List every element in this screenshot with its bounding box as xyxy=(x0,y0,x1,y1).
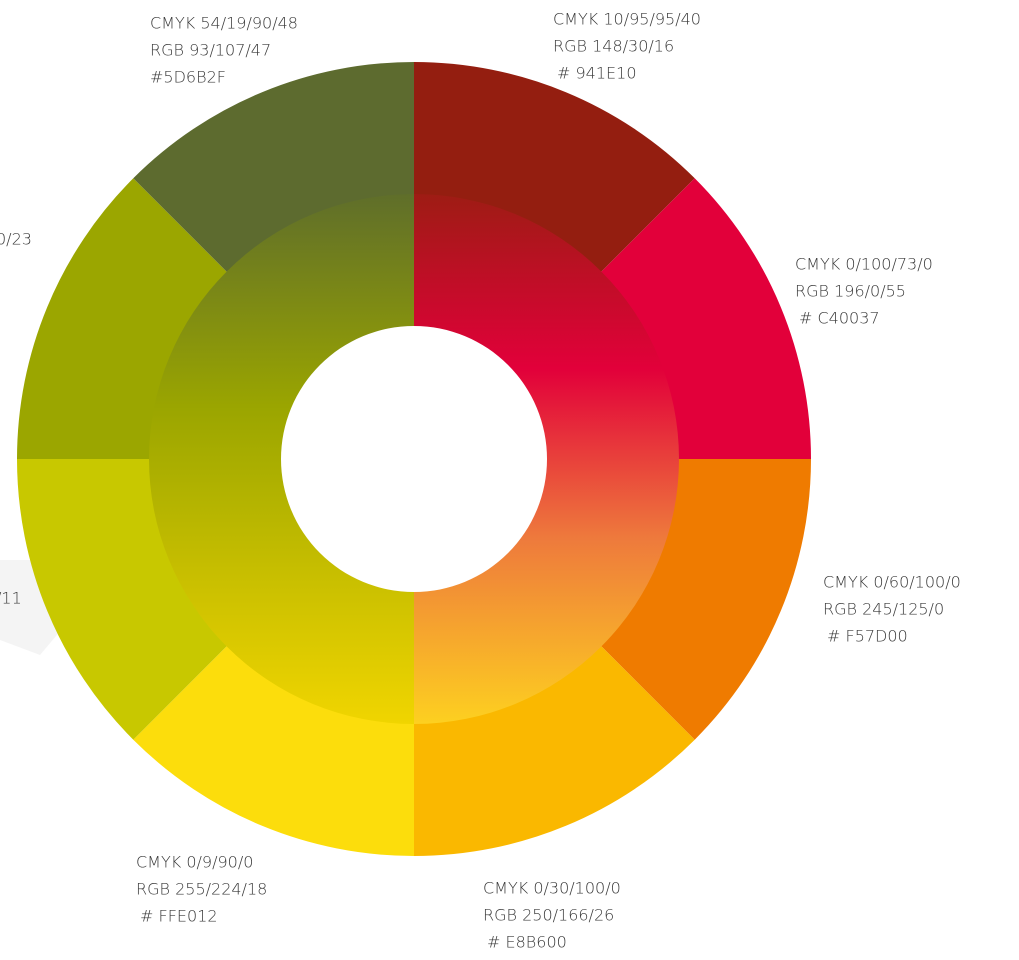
label-line: CMYK 54/19/90/48 xyxy=(150,14,298,33)
label-line: CMYK 10/95/95/40 xyxy=(553,10,701,29)
label-line: CMYK 0/30/100/0 xyxy=(483,879,621,898)
label-line: # FFE012 xyxy=(140,907,218,926)
color-label: CMYK 54/19/90/48 RGB 93/107/47 #5D6B2F xyxy=(150,14,298,87)
label-line: CMYK 0/100/73/0 xyxy=(795,255,933,274)
label-line: # E8B600 xyxy=(487,933,567,952)
outer-segment xyxy=(17,178,228,459)
outer-segment xyxy=(17,459,228,740)
color-label: CMYK 0/100/73/0 RGB 196/0/55 # C40037 xyxy=(795,255,933,328)
inner-ring-left xyxy=(149,194,414,724)
label-line: # C40037 xyxy=(799,309,880,328)
color-label: /11 xyxy=(0,589,22,608)
label-line: /11 xyxy=(0,589,22,608)
outer-segment xyxy=(600,459,811,740)
outer-segment xyxy=(133,62,414,273)
label-line: CMYK 0/60/100/0 xyxy=(823,573,961,592)
label-line: CMYK 0/9/90/0 xyxy=(136,853,253,872)
inner-ring-right xyxy=(414,194,679,724)
label-line: #5D6B2F xyxy=(150,68,226,87)
color-label: CMYK 0/60/100/0 RGB 245/125/0 # F57D00 xyxy=(823,573,961,646)
outer-segment xyxy=(133,645,414,856)
color-label: 0/23 xyxy=(0,230,32,249)
color-label: CMYK 10/95/95/40 RGB 148/30/16 # 941E10 xyxy=(553,10,701,83)
label-line: 0/23 xyxy=(0,230,32,249)
outer-segment xyxy=(600,178,811,459)
label-line: RGB 93/107/47 xyxy=(150,41,271,60)
label-line: # 941E10 xyxy=(557,64,637,83)
color-label: CMYK 0/9/90/0 RGB 255/224/18 # FFE012 xyxy=(136,853,267,926)
label-line: RGB 250/166/26 xyxy=(483,906,614,925)
label-line: RGB 148/30/16 xyxy=(553,37,674,56)
outer-segment xyxy=(414,62,695,273)
label-line: # F57D00 xyxy=(827,627,908,646)
color-label: CMYK 0/30/100/0 RGB 250/166/26 # E8B600 xyxy=(483,879,621,952)
outer-segment xyxy=(414,645,695,856)
label-line: RGB 255/224/18 xyxy=(136,880,267,899)
label-line: RGB 196/0/55 xyxy=(795,282,906,301)
label-line: RGB 245/125/0 xyxy=(823,600,944,619)
